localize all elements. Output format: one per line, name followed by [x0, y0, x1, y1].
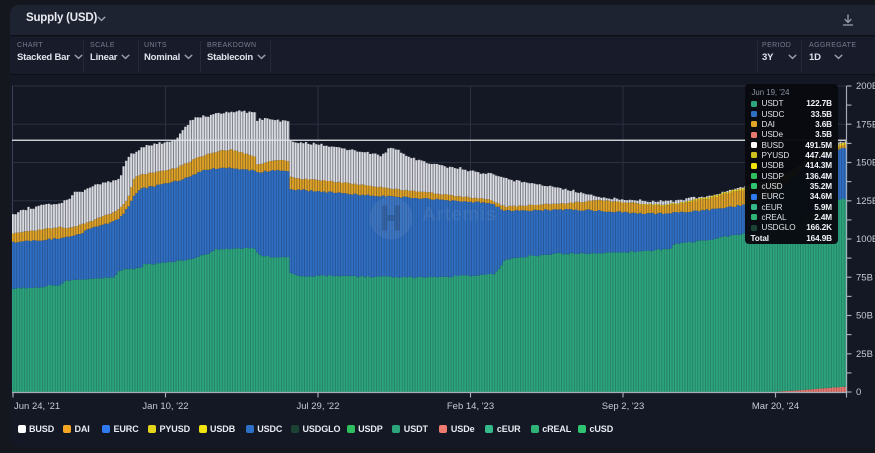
svg-text:Sep 2, '23: Sep 2, '23	[602, 401, 645, 412]
svg-text:175B: 175B	[856, 120, 875, 131]
svg-text:Jul 29, '22: Jul 29, '22	[296, 401, 339, 412]
svg-text:75B: 75B	[856, 272, 873, 283]
svg-text:Feb 14, '23: Feb 14, '23	[447, 401, 494, 412]
svg-text:Jan 10, '22: Jan 10, '22	[142, 401, 188, 412]
svg-text:150B: 150B	[856, 158, 875, 169]
svg-text:125B: 125B	[856, 196, 875, 207]
svg-text:200B: 200B	[856, 81, 875, 92]
svg-text:50B: 50B	[856, 311, 873, 322]
svg-text:100B: 100B	[856, 234, 875, 245]
svg-text:Jun 24, '21: Jun 24, '21	[14, 401, 60, 412]
svg-text:0: 0	[856, 387, 861, 398]
svg-text:Artemis: Artemis	[422, 205, 497, 226]
svg-text:Mar 20, '24: Mar 20, '24	[752, 401, 799, 412]
svg-text:25B: 25B	[856, 349, 873, 360]
